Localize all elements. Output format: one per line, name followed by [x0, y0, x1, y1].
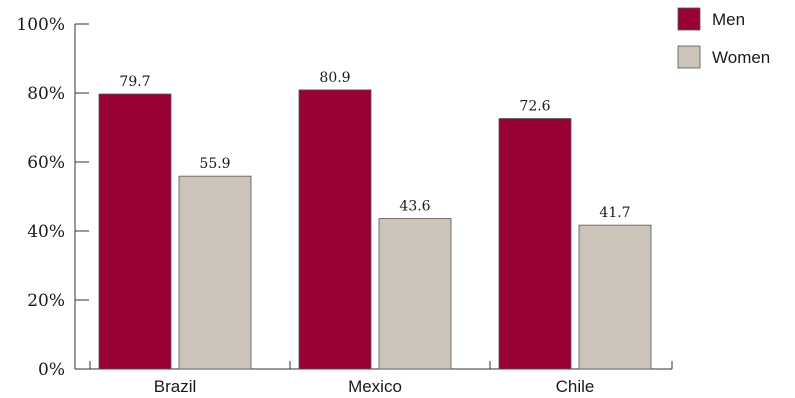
data-label: 55.9 [199, 156, 230, 172]
y-tick-label: 100% [16, 15, 65, 35]
bar-men-chile [498, 118, 572, 370]
y-axis: 0% 20% 40% 60% 80% 100% [16, 15, 89, 380]
legend-swatch-women [677, 45, 701, 69]
y-tick-label: 40% [27, 222, 65, 242]
data-label: 43.6 [399, 199, 430, 215]
legend-label-women: Women [712, 48, 770, 67]
y-tick-label: 80% [27, 84, 65, 104]
x-tick-label: Mexico [348, 377, 402, 396]
x-axis: Brazil Mexico Chile [75, 361, 673, 396]
bar-men-brazil [98, 93, 172, 370]
data-label: 80.9 [319, 70, 350, 86]
data-label: 41.7 [599, 205, 630, 221]
legend-swatch-men [677, 7, 701, 31]
data-label: 79.7 [119, 74, 150, 90]
bar-women-brazil [178, 175, 252, 370]
bar-men-mexico [298, 89, 372, 370]
x-tick-label: Chile [556, 377, 595, 396]
y-tick-label: 0% [38, 360, 65, 380]
y-tick-label: 60% [27, 153, 65, 173]
bar-women-chile [578, 224, 652, 370]
x-tick-label: Brazil [154, 377, 197, 396]
data-label: 72.6 [519, 99, 550, 115]
y-tick-label: 20% [27, 291, 65, 311]
legend: Men Women [677, 7, 770, 69]
legend-label-men: Men [712, 10, 745, 29]
bars: 79.7 80.9 72.6 55.9 43.6 41.7 [98, 70, 652, 370]
bar-women-mexico [378, 218, 452, 370]
